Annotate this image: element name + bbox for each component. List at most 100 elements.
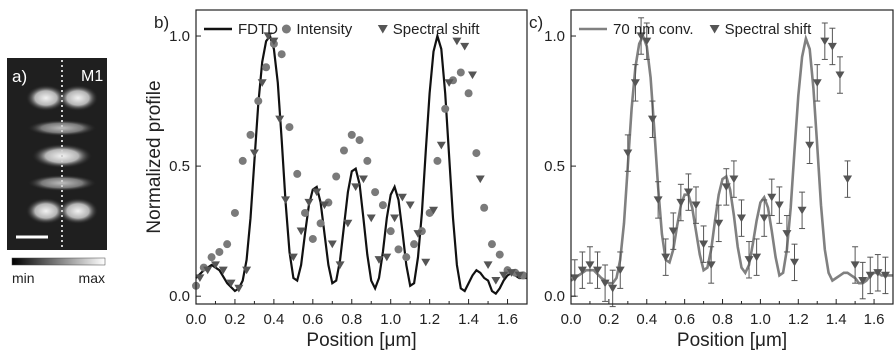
spectral-shift-point [668, 227, 678, 236]
spectral-shift-point [343, 219, 353, 228]
spectral-shift-point [452, 37, 462, 46]
intensity-point [293, 169, 302, 178]
plot-frame [570, 9, 894, 305]
x-axis-label: Position [μm] [677, 330, 787, 351]
colorbar-min-label: min [12, 270, 35, 286]
spectral-shift-point [358, 175, 368, 184]
intensity-point [394, 245, 403, 254]
spectral-shift-point [296, 227, 306, 236]
spectral-shift-point [320, 201, 330, 210]
spectral-shift-point [593, 266, 603, 275]
spectral-shift-point [642, 37, 652, 46]
intensity-point [464, 89, 473, 98]
spectral-shift-point [397, 193, 407, 202]
spectral-shift-point [218, 266, 228, 275]
spectral-shift-point [242, 266, 252, 275]
intensity-point [332, 172, 341, 181]
intensity-point [277, 50, 286, 59]
spectral-shift-point [249, 149, 259, 158]
y-tick-label: 0.0 [169, 288, 190, 305]
intensity-point [246, 130, 255, 139]
x-tick-label: 1.2 [788, 311, 809, 328]
intensity-point [254, 97, 263, 106]
y-tick-label: 0.0 [544, 288, 565, 305]
spectral-shift-point [390, 214, 400, 223]
intensity-point [410, 240, 419, 249]
spectral-shift-point [699, 240, 709, 249]
mode-lobe [58, 198, 98, 224]
y-tick-label: 0.5 [544, 158, 565, 175]
intensity-point [262, 63, 271, 72]
spectral-shift-point [790, 258, 800, 267]
intensity-point [285, 123, 294, 132]
spectral-shift-point [759, 214, 769, 223]
spectral-shift-point [269, 37, 279, 46]
spectral-shift-point [835, 71, 845, 80]
intensity-point [316, 219, 325, 228]
x-tick-label: 0.0 [186, 311, 207, 328]
mode-label: M1 [81, 68, 103, 85]
spectral-shift-point [203, 266, 213, 275]
spectral-shift-point [312, 188, 322, 197]
spectral-shift-point [257, 79, 267, 87]
intensity-point [339, 146, 348, 155]
legend-label: FDTD [238, 21, 278, 38]
intensity-point [433, 156, 442, 165]
legend-triangle-swatch [709, 25, 720, 34]
spectral-shift-point [600, 279, 610, 288]
spectral-shift-point [436, 141, 446, 150]
spectral-shift-point [585, 261, 595, 270]
legend-triangle-swatch [377, 25, 388, 34]
intensity-point [402, 253, 411, 262]
x-tick-label: 0.8 [712, 311, 733, 328]
x-tick-label: 1.2 [419, 311, 440, 328]
spectral-shift-point [467, 71, 477, 80]
mode-lobe [58, 85, 98, 111]
spectral-shift-point [805, 141, 815, 150]
spectral-shift-point [514, 271, 524, 280]
spectral-shift-point [880, 271, 890, 280]
spectral-shift-point [615, 266, 625, 275]
intensity-point [301, 208, 310, 217]
spectral-shift-point [421, 258, 431, 267]
spectral-shift-point [304, 198, 314, 207]
intensity-point [495, 250, 504, 259]
legend-circle-swatch [281, 24, 291, 34]
spectral-shift-point [444, 79, 454, 87]
spectral-shift-point [827, 42, 837, 51]
intensity-point [223, 240, 232, 249]
spectral-shift-point [647, 115, 657, 124]
intensity-point [308, 234, 317, 243]
colorbar-max-label: max [79, 270, 105, 286]
spectral-shift-point [275, 115, 285, 124]
x-tick-label: 0.0 [561, 311, 582, 328]
spectral-shift-point [413, 230, 423, 238]
x-tick-label: 1.6 [497, 311, 518, 328]
spectral-shift-point [483, 261, 493, 270]
mode-lobe [26, 198, 66, 224]
spectral-shift-point [195, 274, 205, 283]
spectral-shift-point [351, 183, 361, 191]
spectral-shift-point [405, 201, 415, 210]
y-tick-label: 0.5 [169, 158, 190, 175]
x-tick-label: 1.0 [750, 311, 771, 328]
spectral-shift-point [491, 276, 501, 285]
spectral-shift-point [263, 32, 273, 41]
y-tick-label: 1.0 [544, 28, 565, 45]
x-tick-label: 0.6 [674, 311, 695, 328]
spectral-shift-point [327, 240, 337, 249]
intensity-point [355, 136, 364, 145]
intensity-point [472, 149, 481, 158]
intensity-point [487, 240, 496, 249]
spectral-shift-point [782, 230, 792, 238]
spectral-shift-point [744, 256, 754, 264]
spectral-shift-point [577, 266, 587, 275]
chart-b: 0.0 0.2 0.4 0.6 0.8 1.0 1.2 1.4 1.6 0.0 0.5 1.0 Posi… [144, 9, 528, 351]
spectral-shift-point [475, 175, 485, 184]
spectral-shift-point [636, 32, 646, 41]
spectral-shift-point [767, 193, 777, 202]
x-tick-label: 0.4 [263, 311, 284, 328]
x-axis-label: Position [μm] [306, 330, 416, 351]
x-tick-label: 0.6 [302, 311, 323, 328]
